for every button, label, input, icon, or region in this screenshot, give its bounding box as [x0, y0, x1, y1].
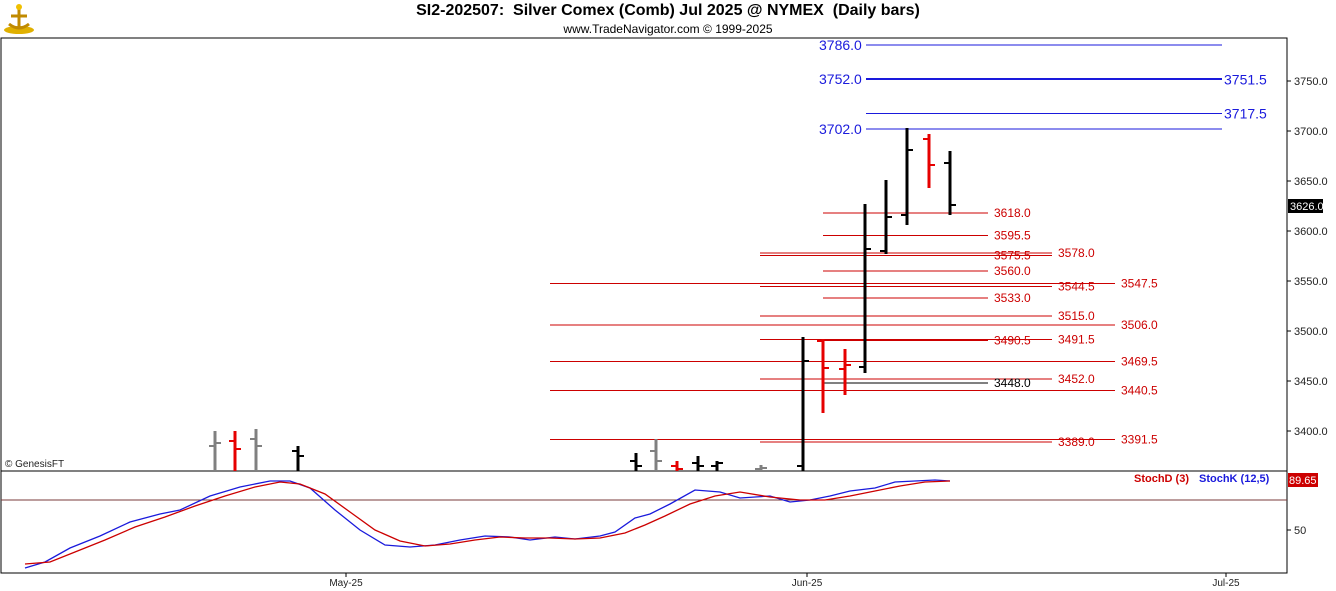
- red-level-label: 3452.0: [1058, 372, 1095, 386]
- ohlc-bar: [923, 134, 935, 188]
- stochk-legend: StochK (12,5): [1199, 473, 1270, 485]
- ohlc-bar: [292, 446, 304, 471]
- red-level-label: 3575.5: [994, 249, 1031, 263]
- red-level-label: 3448.0: [994, 376, 1031, 390]
- stoch-last-box: [1288, 473, 1318, 487]
- stochd-line: [24, 480, 951, 565]
- watermark: © GenesisFT: [5, 459, 64, 470]
- ohlc-bar: [209, 431, 221, 471]
- last-price-label: 3626.0: [1290, 201, 1324, 213]
- x-label-jul: Jul-25: [1212, 578, 1240, 589]
- red-level-label: 3490.5: [994, 334, 1031, 348]
- price-tick-label: 3500.0: [1294, 326, 1328, 338]
- tradenavigator-logo-icon: [2, 2, 36, 36]
- blue-level-label: 3702.0: [819, 121, 862, 137]
- red-level-label: 3515.0: [1058, 309, 1095, 323]
- stoch-last-label: 89.65: [1289, 475, 1317, 487]
- red-level-label: 3469.5: [1121, 355, 1158, 369]
- price-tick-label: 3750.0: [1294, 76, 1328, 88]
- stoch-tick-50: 50: [1294, 525, 1306, 537]
- ohlc-bar: [711, 461, 723, 471]
- ohlc-bar: [944, 151, 956, 215]
- red-level-label: 3533.0: [994, 291, 1031, 305]
- ohlc-bars: [209, 128, 956, 471]
- x-label-jun: Jun-25: [792, 578, 823, 589]
- ohlc-bar: [692, 456, 704, 471]
- ohlc-bar: [901, 128, 913, 225]
- red-level-label: 3595.5: [994, 229, 1031, 243]
- chart-subtitle: www.TradeNavigator.com © 1999-2025: [563, 22, 773, 36]
- red-level-label: 3440.5: [1121, 384, 1158, 398]
- stoch-panel-frame: [0, 470, 1288, 574]
- ohlc-bar: [839, 349, 851, 395]
- red-level-label: 3544.5: [1058, 280, 1095, 294]
- support-resistance-levels: 3786.0 3752.0 3751.5 3717.5 3702.0 3618.0 3595…: [550, 37, 1267, 449]
- price-tick-label: 3600.0: [1294, 226, 1328, 238]
- ohlc-bar: [250, 429, 262, 471]
- red-level-label: 3547.5: [1121, 277, 1158, 291]
- price-tick-label: 3400.0: [1294, 426, 1328, 438]
- last-price-box: [1288, 199, 1323, 213]
- red-level-label: 3506.0: [1121, 318, 1158, 332]
- red-level-label: 3578.0: [1058, 246, 1095, 260]
- chart-title: SI2-202507: Silver Comex (Comb) Jul 2025…: [416, 2, 920, 19]
- price-tick-label: 3700.0: [1294, 126, 1328, 138]
- stochk-line: [24, 479, 951, 569]
- ohlc-bar: [229, 431, 241, 471]
- red-level-label: 3618.0: [994, 206, 1031, 220]
- ohlc-bar: [859, 204, 871, 373]
- ohlc-bar: [880, 180, 892, 254]
- ohlc-bar: [755, 465, 767, 471]
- blue-level-label: 3752.0: [819, 71, 862, 87]
- blue-level-label: 3717.5: [1224, 106, 1267, 122]
- ohlc-bar: [797, 337, 809, 471]
- red-level-label: 3389.0: [1058, 435, 1095, 449]
- price-tick-label: 3550.0: [1294, 276, 1328, 288]
- x-axis: May-25 Jun-25 Jul-25: [329, 573, 1240, 589]
- ohlc-bar: [630, 453, 642, 471]
- blue-level-label: 3751.5: [1224, 72, 1267, 88]
- ohlc-bar: [671, 461, 683, 471]
- red-level-label: 3560.0: [994, 264, 1031, 278]
- red-level-label: 3391.5: [1121, 433, 1158, 447]
- red-level-label: 3491.5: [1058, 333, 1095, 347]
- stochastic-lines: [24, 479, 951, 569]
- price-tick-label: 3450.0: [1294, 376, 1328, 388]
- price-tick-label: 3650.0: [1294, 176, 1328, 188]
- ohlc-bar: [817, 339, 829, 413]
- blue-level-label: 3786.0: [819, 37, 862, 53]
- price-axis: 3400.0 3450.0 3500.0 3550.0 3600.0 3650.0 3700…: [1287, 76, 1328, 438]
- stochd-legend: StochD (3): [1134, 473, 1189, 485]
- x-label-may: May-25: [329, 578, 363, 589]
- ohlc-bar: [650, 439, 662, 471]
